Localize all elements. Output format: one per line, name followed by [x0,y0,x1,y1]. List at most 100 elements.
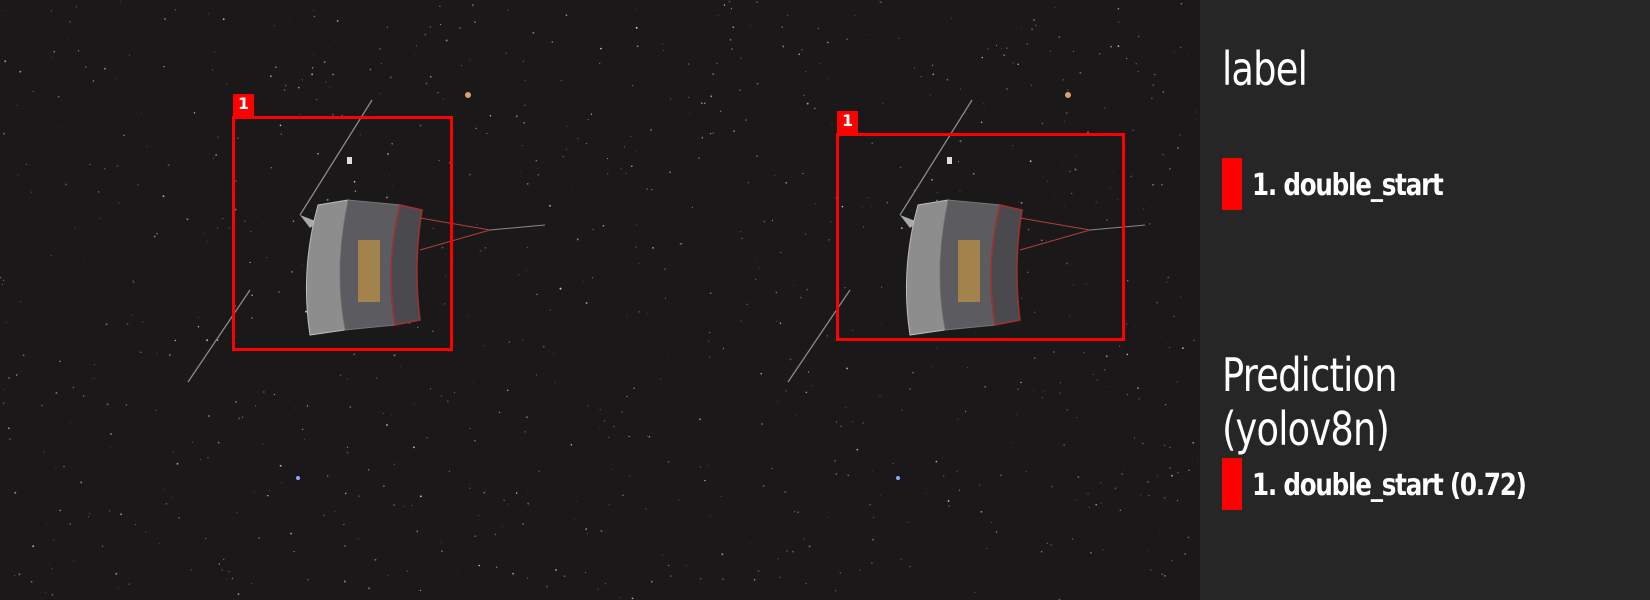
star [116,165,119,168]
star [477,515,479,516]
star [785,390,787,392]
star [1021,28,1023,29]
star [254,405,257,407]
star [608,436,610,438]
star [559,287,562,290]
star [476,224,478,226]
star [375,377,378,379]
star [153,235,156,238]
star [845,406,847,409]
star [120,513,122,516]
star [535,160,537,162]
star [899,80,901,82]
star [331,113,334,116]
star [600,530,603,532]
star [141,321,144,323]
star [905,292,907,294]
star [798,53,801,56]
star [1161,184,1163,186]
star [1163,497,1166,499]
star [931,179,933,181]
star [716,385,718,387]
star [1033,311,1036,313]
star [581,419,583,421]
star [678,499,680,501]
star [1054,6,1056,8]
star [1020,381,1022,384]
star [560,79,563,82]
star [948,505,950,507]
star [830,221,832,223]
star [1166,281,1168,283]
star [945,408,947,410]
star [670,575,672,577]
star [554,381,556,383]
star [1117,7,1120,10]
star [414,53,416,55]
star [1059,382,1061,384]
star [454,391,456,393]
star [626,314,628,316]
star [1100,502,1102,504]
star [132,279,134,282]
star [370,111,371,113]
star [3,279,5,281]
star [1029,160,1032,163]
star [1126,353,1129,356]
star [1033,390,1035,392]
star [237,593,240,595]
star [1043,391,1045,392]
star [931,64,934,66]
star [305,310,307,313]
star [344,545,346,547]
star [393,463,396,465]
star [4,60,7,63]
star [1138,398,1140,400]
star [599,408,601,411]
star [391,142,394,145]
star [1025,470,1027,472]
star [555,569,558,571]
star [17,174,19,176]
star [862,422,864,424]
star [1132,129,1134,131]
star [419,589,422,592]
star [775,320,777,322]
star [84,66,87,68]
star [403,505,405,507]
star [722,347,725,350]
star [1041,239,1043,242]
star [1121,473,1124,475]
star [629,475,631,477]
star [1059,392,1061,394]
star [51,593,54,596]
star [828,239,830,241]
star [1047,180,1049,182]
star [872,538,875,541]
star [704,102,706,104]
star [1087,131,1089,134]
star [856,448,859,451]
star [835,590,837,592]
star [709,132,712,135]
star [995,531,998,533]
star [669,171,671,174]
star [740,231,742,233]
star [136,184,139,186]
star [620,167,623,170]
star [707,465,709,467]
star [207,241,209,242]
star [269,75,272,78]
star [538,470,540,472]
star [84,258,85,260]
star [600,47,602,50]
star [313,15,316,18]
star [14,491,17,494]
star [846,38,848,40]
star [587,405,589,407]
star [879,395,881,398]
star [254,491,256,492]
star [228,227,230,229]
star [574,519,576,520]
star [993,575,995,576]
